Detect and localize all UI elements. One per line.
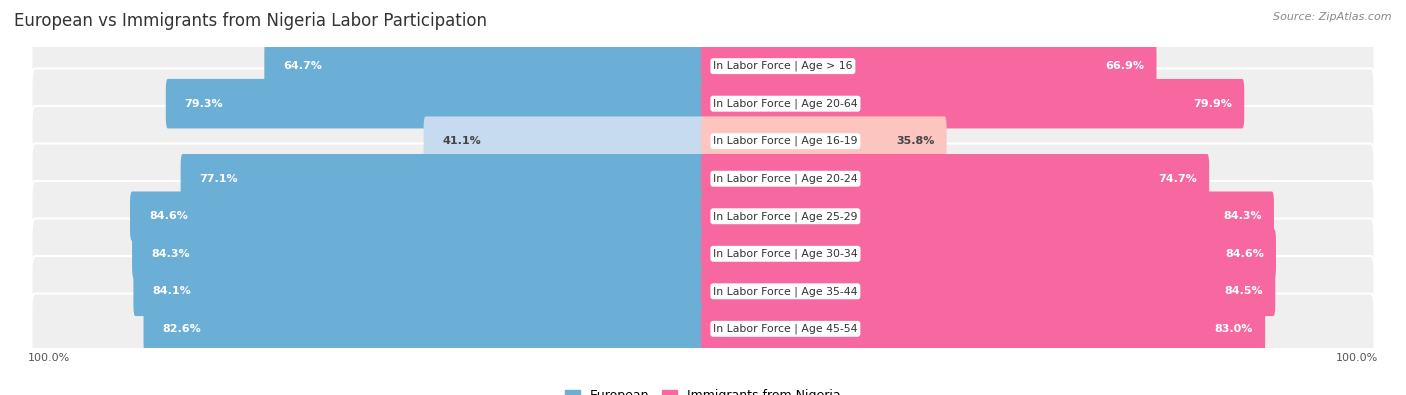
FancyBboxPatch shape [31,143,1375,214]
FancyBboxPatch shape [31,68,1375,139]
FancyBboxPatch shape [129,192,704,241]
FancyBboxPatch shape [702,304,1265,354]
Text: 79.3%: 79.3% [184,99,224,109]
Text: In Labor Force | Age 25-29: In Labor Force | Age 25-29 [713,211,858,222]
Text: 83.0%: 83.0% [1215,324,1253,334]
Text: 100.0%: 100.0% [28,353,70,363]
FancyBboxPatch shape [702,192,1274,241]
FancyBboxPatch shape [132,229,704,278]
Text: 84.1%: 84.1% [152,286,191,296]
Text: 41.1%: 41.1% [443,136,481,146]
FancyBboxPatch shape [702,154,1209,203]
FancyBboxPatch shape [702,267,1275,316]
FancyBboxPatch shape [134,267,704,316]
FancyBboxPatch shape [702,79,1244,128]
Text: 84.3%: 84.3% [1223,211,1261,221]
Text: 64.7%: 64.7% [283,61,322,71]
FancyBboxPatch shape [702,117,946,166]
Text: In Labor Force | Age 20-24: In Labor Force | Age 20-24 [713,173,858,184]
FancyBboxPatch shape [31,31,1375,102]
Text: In Labor Force | Age 30-34: In Labor Force | Age 30-34 [713,248,858,259]
Text: In Labor Force | Age > 16: In Labor Force | Age > 16 [713,61,852,71]
Text: 100.0%: 100.0% [1336,353,1378,363]
Text: 35.8%: 35.8% [896,136,935,146]
Text: In Labor Force | Age 20-64: In Labor Force | Age 20-64 [713,98,858,109]
FancyBboxPatch shape [31,293,1375,364]
Text: 84.5%: 84.5% [1225,286,1263,296]
Text: Source: ZipAtlas.com: Source: ZipAtlas.com [1274,12,1392,22]
Legend: European, Immigrants from Nigeria: European, Immigrants from Nigeria [560,384,846,395]
Text: 74.7%: 74.7% [1159,174,1197,184]
Text: 84.6%: 84.6% [1225,249,1264,259]
FancyBboxPatch shape [143,304,704,354]
FancyBboxPatch shape [31,218,1375,289]
Text: 77.1%: 77.1% [200,174,238,184]
FancyBboxPatch shape [702,41,1157,91]
Text: In Labor Force | Age 45-54: In Labor Force | Age 45-54 [713,324,858,334]
Text: 82.6%: 82.6% [163,324,201,334]
Text: 84.3%: 84.3% [150,249,190,259]
FancyBboxPatch shape [166,79,704,128]
FancyBboxPatch shape [31,181,1375,252]
FancyBboxPatch shape [31,106,1375,177]
Text: 84.6%: 84.6% [149,211,188,221]
Text: European vs Immigrants from Nigeria Labor Participation: European vs Immigrants from Nigeria Labo… [14,12,486,30]
Text: In Labor Force | Age 16-19: In Labor Force | Age 16-19 [713,136,858,147]
FancyBboxPatch shape [264,41,704,91]
FancyBboxPatch shape [31,256,1375,327]
FancyBboxPatch shape [702,229,1277,278]
Text: In Labor Force | Age 35-44: In Labor Force | Age 35-44 [713,286,858,297]
FancyBboxPatch shape [423,117,704,166]
Text: 66.9%: 66.9% [1105,61,1144,71]
Text: 79.9%: 79.9% [1194,99,1232,109]
FancyBboxPatch shape [180,154,704,203]
